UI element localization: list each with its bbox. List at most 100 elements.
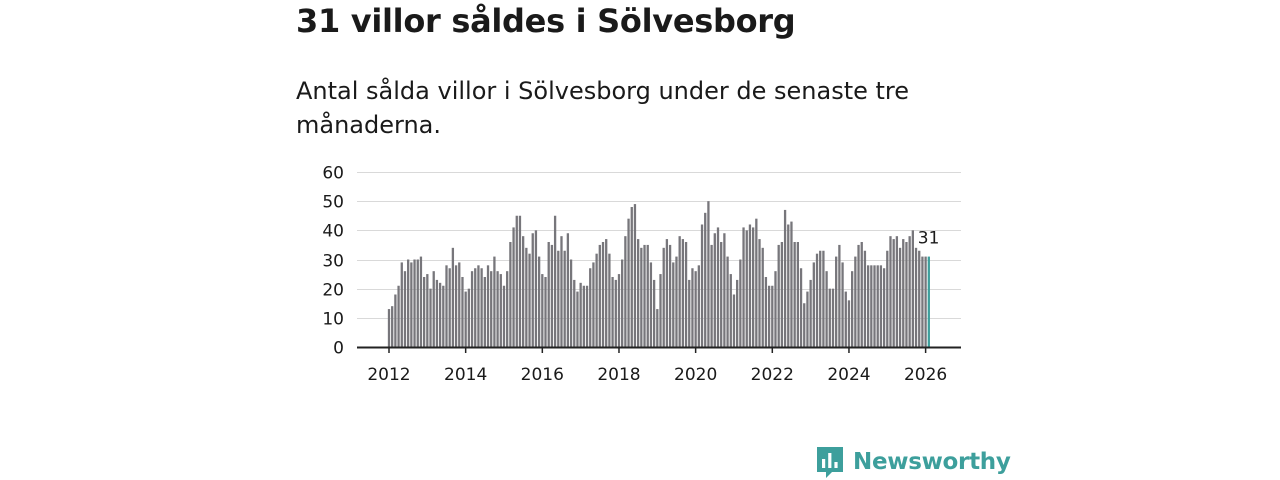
bar — [458, 262, 461, 347]
bar — [544, 277, 547, 347]
bar — [882, 268, 886, 347]
bar — [595, 253, 598, 347]
bar — [429, 288, 432, 347]
bar — [774, 271, 777, 347]
bar — [445, 265, 448, 347]
x-tick-label-2014: 2014 — [444, 365, 487, 385]
bar — [646, 244, 649, 347]
bar — [767, 285, 771, 347]
bar — [796, 242, 799, 347]
bar — [732, 294, 736, 347]
bar — [486, 265, 490, 347]
bar — [822, 250, 825, 347]
bar — [844, 291, 847, 347]
x-axis-labels: 2012 2014 2016 2018 2020 2022 2024 2026 — [367, 365, 947, 385]
bar — [432, 271, 435, 347]
bar — [723, 233, 726, 347]
y-tick-label-10: 10 — [322, 310, 344, 330]
bar — [809, 279, 812, 347]
y-tick-label-50: 50 — [322, 193, 344, 213]
y-tick-label-0: 0 — [333, 339, 344, 359]
bar — [819, 250, 822, 347]
bar — [426, 274, 429, 347]
x-tick-label-2012: 2012 — [367, 365, 410, 385]
y-tick-label-20: 20 — [322, 281, 344, 301]
bar — [454, 265, 458, 347]
bar — [499, 274, 502, 347]
bar — [566, 233, 570, 347]
bar — [828, 288, 831, 347]
bar — [736, 279, 739, 347]
bar — [656, 309, 659, 347]
bar — [547, 242, 550, 347]
bar — [518, 215, 522, 347]
bar — [914, 247, 918, 347]
x-tick-label-2024: 2024 — [827, 365, 870, 385]
bar — [541, 274, 544, 347]
bar — [621, 259, 624, 347]
x-tick-label-2026: 2026 — [904, 365, 947, 385]
bar — [860, 242, 863, 347]
bar — [924, 256, 927, 347]
bar — [751, 227, 755, 347]
bar — [410, 262, 413, 347]
bar — [531, 233, 534, 347]
bar — [605, 239, 608, 347]
bar — [889, 236, 892, 347]
bar — [659, 274, 662, 347]
bar — [537, 256, 541, 347]
bar — [921, 256, 924, 347]
last-value-label: 31 — [918, 229, 940, 249]
bar — [675, 256, 678, 347]
bar — [442, 285, 445, 347]
bar — [755, 218, 758, 347]
bar — [637, 239, 640, 347]
bar — [522, 236, 525, 347]
bar — [474, 268, 477, 347]
bar — [748, 224, 752, 347]
bar — [777, 244, 780, 347]
bar — [528, 253, 531, 347]
bar — [413, 259, 416, 347]
bar — [742, 227, 745, 347]
x-tick-label-2018: 2018 — [597, 365, 640, 385]
bar — [879, 265, 883, 347]
bar — [668, 244, 672, 347]
bar — [422, 277, 426, 347]
bar — [745, 230, 748, 347]
bar — [617, 274, 621, 347]
bar — [407, 259, 410, 347]
bar — [806, 291, 809, 347]
bar — [592, 262, 595, 347]
bar — [902, 239, 905, 347]
bar — [579, 282, 582, 347]
bar — [416, 259, 419, 347]
bar — [700, 224, 704, 347]
bar — [726, 256, 729, 347]
bar — [419, 256, 423, 347]
bar — [911, 230, 914, 347]
bar — [403, 271, 407, 347]
bar — [716, 227, 720, 347]
bar — [681, 239, 685, 347]
y-axis-labels: 0 10 20 30 40 50 60 — [322, 164, 344, 359]
bar — [643, 244, 646, 347]
bar — [854, 256, 857, 347]
bar — [387, 309, 391, 347]
bar — [898, 247, 902, 347]
bar — [707, 201, 710, 347]
bar — [598, 244, 601, 347]
bar — [835, 256, 838, 347]
bar — [873, 265, 876, 347]
bar — [557, 250, 560, 347]
bar — [550, 244, 554, 347]
bar — [467, 288, 470, 347]
bar — [649, 262, 653, 347]
bar — [697, 265, 700, 347]
bar — [886, 250, 889, 347]
y-gridlines — [357, 172, 961, 319]
bar-latest — [927, 256, 930, 347]
bar — [783, 209, 787, 347]
bar — [397, 285, 400, 347]
bar — [694, 271, 697, 347]
